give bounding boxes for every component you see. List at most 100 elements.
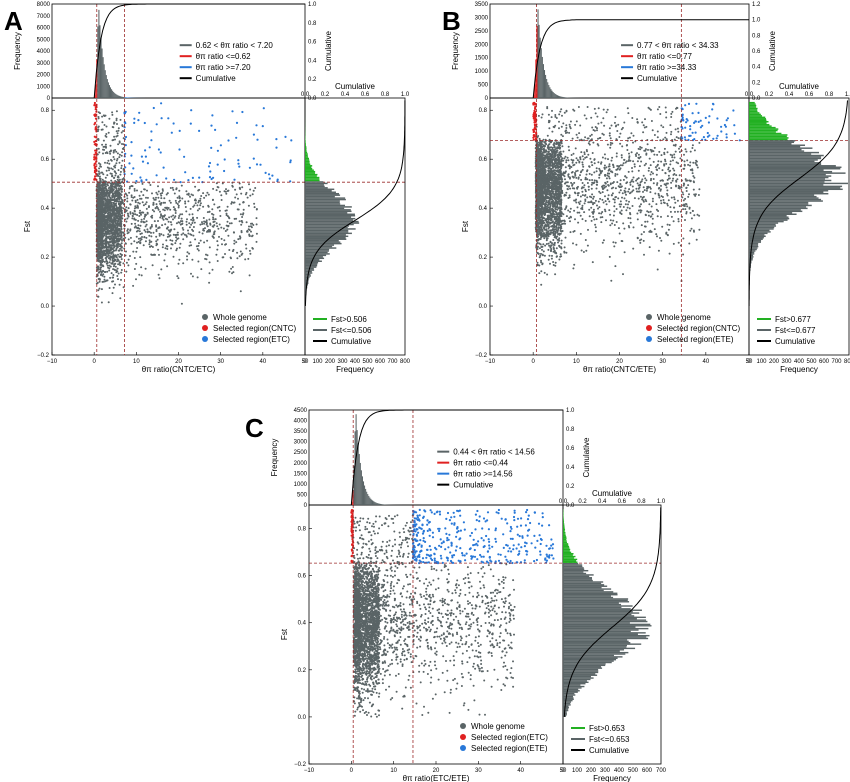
genome-point (120, 185, 123, 188)
genome-point (151, 214, 154, 217)
genome-point (133, 217, 136, 220)
genome-point (100, 266, 103, 269)
genome-point (99, 216, 102, 219)
genome-point (672, 220, 675, 223)
genome-point (249, 188, 252, 191)
genome-point (643, 231, 645, 233)
genome-point (563, 222, 566, 225)
genome-point (102, 254, 105, 257)
genome-point (579, 195, 582, 198)
selected-high-point (210, 177, 213, 181)
genome-point (120, 236, 123, 238)
genome-point (117, 200, 120, 203)
genome-point (102, 139, 105, 142)
genome-point (104, 208, 107, 211)
genome-point (98, 223, 101, 226)
genome-point (139, 241, 142, 244)
selected-high-point (256, 138, 259, 141)
right-hist-bar (305, 228, 356, 230)
genome-point (100, 288, 103, 291)
genome-point (138, 230, 141, 233)
genome-point (628, 200, 630, 203)
genome-point (134, 222, 137, 225)
genome-point (163, 259, 166, 262)
genome-point (107, 243, 110, 246)
selected-high-point (167, 117, 170, 120)
right-hist-bar (305, 190, 332, 192)
genome-point (167, 220, 170, 223)
genome-point (195, 245, 198, 248)
selected-high-point (124, 122, 127, 125)
right-hist-bar (305, 159, 310, 161)
genome-point (235, 241, 238, 244)
genome-point (239, 290, 242, 293)
genome-point (118, 153, 121, 156)
genome-point (173, 192, 176, 195)
genome-point (101, 256, 104, 259)
genome-point (660, 160, 663, 163)
genome-point (608, 200, 611, 203)
genome-point (205, 253, 207, 256)
genome-point (172, 255, 175, 258)
genome-point (618, 232, 621, 235)
genome-point (198, 242, 200, 245)
genome-point (640, 233, 643, 236)
genome-point (189, 207, 192, 210)
genome-point (251, 222, 254, 225)
genome-point (207, 205, 210, 208)
selected-high-point (216, 149, 219, 152)
genome-point (101, 260, 104, 263)
genome-point (601, 211, 604, 213)
genome-point (633, 165, 636, 168)
genome-point (135, 250, 138, 253)
genome-point (607, 194, 610, 197)
genome-point (115, 187, 118, 190)
genome-point (113, 192, 116, 195)
genome-point (232, 248, 235, 251)
genome-point (579, 232, 582, 235)
genome-point (116, 215, 119, 218)
genome-point (144, 267, 147, 270)
genome-point (140, 197, 143, 200)
genome-point (199, 239, 202, 242)
selected-high-point (290, 139, 293, 142)
genome-point (106, 218, 109, 221)
genome-point (114, 234, 117, 237)
genome-point (698, 141, 701, 144)
genome-point (132, 213, 135, 215)
genome-point (113, 121, 116, 124)
genome-point (117, 253, 119, 256)
genome-point (608, 209, 611, 212)
genome-point (547, 242, 550, 245)
genome-point (118, 283, 121, 286)
genome-point (155, 244, 158, 247)
right-legend-text: Cumulative (331, 337, 372, 346)
genome-point (157, 220, 159, 222)
genome-point (653, 228, 656, 231)
right-hist-bar (305, 237, 346, 239)
genome-point (244, 193, 247, 196)
genome-point (120, 238, 123, 241)
genome-point (178, 246, 181, 249)
genome-point (152, 203, 155, 206)
genome-point (140, 266, 143, 269)
genome-point (114, 265, 117, 268)
genome-point (112, 276, 115, 279)
genome-point (194, 238, 197, 241)
genome-point (212, 218, 215, 221)
genome-point (114, 183, 117, 186)
selected-high-point (141, 160, 145, 163)
genome-point (673, 169, 676, 172)
genome-point (97, 170, 100, 173)
right-cumulative-tick-label: 0.2 (321, 92, 330, 98)
genome-point (250, 230, 252, 233)
genome-point (188, 244, 191, 247)
genome-point (627, 203, 629, 206)
top-hist-bar (118, 95, 120, 98)
genome-point (100, 301, 103, 304)
genome-point (131, 217, 134, 220)
genome-point (133, 226, 136, 229)
genome-point (213, 220, 216, 223)
genome-point (112, 202, 115, 205)
genome-point (158, 232, 161, 235)
